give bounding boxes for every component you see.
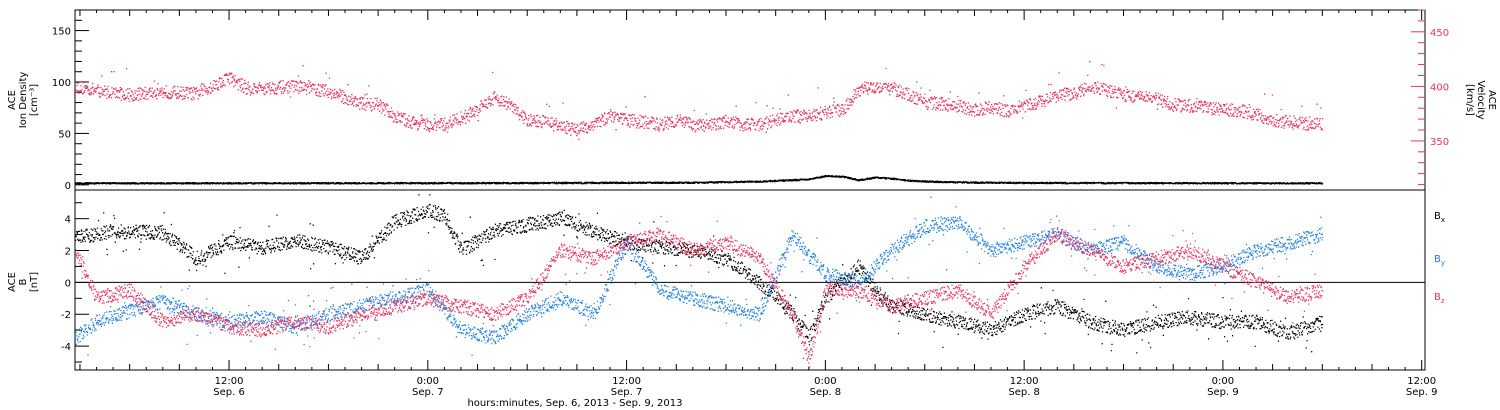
density-axis-label-line: [cm⁻³] <box>29 84 40 116</box>
x-tick-day-label: Sep. 7 <box>412 387 444 398</box>
x-tick-day-label: Sep. 6 <box>213 387 245 398</box>
density-axis-label-line: Ion Density <box>18 72 29 129</box>
x-tick-time-label: 0:00 <box>1212 376 1234 387</box>
velocity-series <box>75 61 1324 140</box>
b-tick-label: -2 <box>61 310 71 321</box>
x-tick-time-label: 12:00 <box>612 376 641 387</box>
density-tick-label: 0 <box>65 181 71 192</box>
top-panel-frame <box>74 9 1426 191</box>
b-axis-label-line: [nT] <box>29 272 40 292</box>
density-tick-label: 50 <box>58 129 71 140</box>
x-tick-time-label: 0:00 <box>814 376 836 387</box>
velocity-tick-label: 400 <box>1430 82 1449 93</box>
legend-bx: Bx <box>1434 211 1445 224</box>
density-tick-label: 100 <box>52 78 71 89</box>
b-axis-label: ACE B [nT] <box>7 272 40 292</box>
b-axis-label-line: ACE <box>7 272 18 292</box>
x-tick-day-label: Sep. 8 <box>1008 387 1040 398</box>
b-tick-label: 2 <box>65 247 71 258</box>
legend-by: By <box>1434 254 1445 267</box>
x-tick-time-label: 12:00 <box>1407 376 1436 387</box>
velocity-axis-label-line: ACE <box>1486 90 1497 110</box>
x-tick-time-label: 0:00 <box>417 376 439 387</box>
density-axis-label-line: ACE <box>7 90 18 110</box>
velocity-tick-label: 350 <box>1430 137 1449 148</box>
x-tick-time-label: 12:00 <box>1010 376 1039 387</box>
x-tick-day-label: Sep. 9 <box>1406 387 1438 398</box>
series-Bz <box>75 215 1324 368</box>
velocity-axis-label-line: Velocity <box>1475 80 1486 119</box>
x-tick-day-label: Sep. 8 <box>810 387 842 398</box>
series-By <box>75 196 1324 357</box>
x-axis-title: hours:minutes, Sep. 6, 2013 - Sep. 9, 20… <box>467 398 682 409</box>
density-axis-label: ACE Ion Density [cm⁻³] <box>7 72 40 129</box>
x-tick-time-label: 12:00 <box>215 376 244 387</box>
b-axis-label-line: B <box>18 278 29 285</box>
bottom-panel-frame <box>74 189 1426 371</box>
b-tick-label: -4 <box>61 342 71 353</box>
b-tick-label: 4 <box>65 215 71 226</box>
density-tick-label: 150 <box>52 27 71 38</box>
velocity-axis-label-line: [km/s] <box>1464 84 1475 116</box>
x-tick-day-label: Sep. 7 <box>611 387 643 398</box>
series-Bx <box>75 194 1324 354</box>
magnetic-field-panel: -4 -2 0 2 4 ACE B [nT] Bx By Bz <box>7 189 1445 371</box>
b-tick-label: 0 <box>65 278 71 289</box>
velocity-tick-label: 450 <box>1430 28 1449 39</box>
x-tick-day-label: Sep. 9 <box>1207 387 1239 398</box>
density-series <box>75 174 1324 185</box>
legend-bz: Bz <box>1434 292 1445 305</box>
